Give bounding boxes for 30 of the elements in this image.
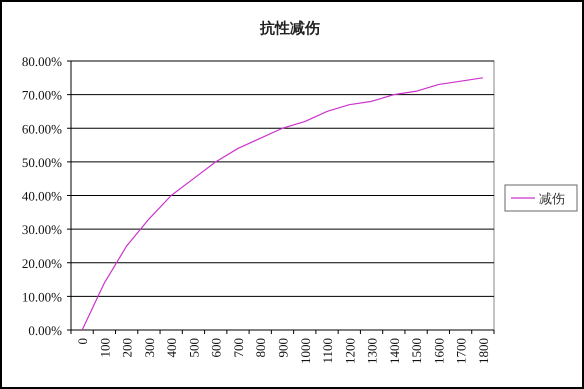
x-tick-label: 300 xyxy=(142,338,157,358)
y-tick-label: 10.00% xyxy=(22,289,62,304)
x-tick-label: 1700 xyxy=(454,338,469,364)
x-tick-label: 500 xyxy=(186,338,202,358)
x-tick-label: 100 xyxy=(97,338,112,358)
y-tick-label: 50.00% xyxy=(22,154,62,170)
x-tick-label: 700 xyxy=(230,338,246,358)
y-tick-label: 30.00% xyxy=(22,222,62,238)
x-tick-label: 900 xyxy=(276,338,290,358)
y-tick-label: 20.00% xyxy=(22,256,62,271)
x-tick-label: 1200 xyxy=(342,338,358,364)
x-tick-label: 1300 xyxy=(364,338,380,364)
x-tick-label: 1000 xyxy=(298,338,313,364)
x-tick-label: 400 xyxy=(164,338,180,358)
x-tick-label: 1600 xyxy=(431,338,446,364)
x-tick-label: 0 xyxy=(75,338,90,344)
y-tick-label: 80.00% xyxy=(22,54,62,69)
x-tick-label: 1100 xyxy=(320,338,336,364)
legend-label: 减伤 xyxy=(539,192,565,207)
x-tick-label: 600 xyxy=(208,338,224,358)
y-tick-label: 60.00% xyxy=(22,121,62,136)
x-tick-label: 1400 xyxy=(386,338,402,364)
y-tick-label: 70.00% xyxy=(22,88,62,103)
chart-title: 抗性减伤 xyxy=(259,19,320,37)
x-tick-label: 800 xyxy=(253,338,268,358)
y-tick-label: 40.00% xyxy=(22,188,62,204)
y-tick-label: 0.00% xyxy=(28,323,62,338)
x-tick-label: 200 xyxy=(120,338,135,358)
x-tick-label: 1500 xyxy=(409,338,424,364)
x-tick-label: 1800 xyxy=(476,338,491,364)
